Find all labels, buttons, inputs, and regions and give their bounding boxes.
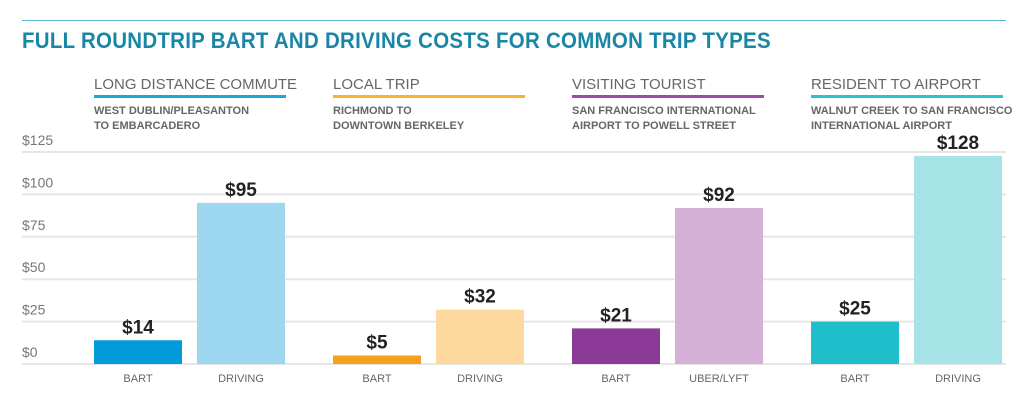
y-tick-label: $100 bbox=[22, 174, 53, 190]
y-tick-label: $0 bbox=[22, 344, 38, 360]
data-label: $5 bbox=[366, 333, 388, 354]
x-tick-label: DRIVING bbox=[935, 373, 981, 385]
group-subtitle: WEST DUBLIN/PLEASANTON TO EMBARCADERO bbox=[94, 105, 250, 132]
group-title: VISITING TOURIST bbox=[572, 76, 764, 98]
group-subtitle: WALNUT CREEK TO SAN FRANCISCO INTERNATIO… bbox=[811, 105, 1013, 132]
top-rule bbox=[22, 20, 1006, 21]
bar-bart bbox=[333, 355, 421, 364]
bar-driving bbox=[197, 202, 285, 364]
x-tick-label: BART bbox=[362, 373, 391, 385]
bar-uber-lyft bbox=[675, 207, 763, 364]
group-title: LOCAL TRIP bbox=[333, 76, 525, 98]
x-tick-label: DRIVING bbox=[218, 373, 264, 385]
data-label: $95 bbox=[225, 180, 257, 201]
bar-bart bbox=[94, 340, 182, 364]
group-subtitle: RICHMOND TO DOWNTOWN BERKELEY bbox=[333, 105, 465, 132]
x-tick-label: BART bbox=[123, 373, 152, 385]
data-label: $21 bbox=[600, 305, 632, 326]
x-tick-label: BART bbox=[840, 373, 869, 385]
group-title: LONG DISTANCE COMMUTE bbox=[94, 76, 297, 98]
y-tick-label: $75 bbox=[22, 217, 46, 233]
bar-driving bbox=[436, 309, 524, 364]
x-tick-label: BART bbox=[601, 373, 630, 385]
data-label: $25 bbox=[839, 299, 871, 320]
y-tick-label: $50 bbox=[22, 259, 46, 275]
bar-bart bbox=[572, 328, 660, 364]
chart-title: FULL ROUNDTRIP BART AND DRIVING COSTS FO… bbox=[22, 28, 771, 53]
data-label: $128 bbox=[937, 133, 979, 154]
y-tick-label: $125 bbox=[22, 132, 53, 148]
group-title: RESIDENT TO AIRPORT bbox=[811, 76, 1003, 98]
bar-bart bbox=[811, 321, 899, 364]
x-tick-label: DRIVING bbox=[457, 373, 503, 385]
bar-driving bbox=[914, 156, 1002, 364]
group-subtitle: SAN FRANCISCO INTERNATIONAL AIRPORT TO P… bbox=[572, 105, 756, 132]
data-label: $14 bbox=[122, 317, 154, 338]
y-tick-label: $25 bbox=[22, 302, 46, 318]
data-label: $32 bbox=[464, 287, 496, 308]
x-tick-label: UBER/LYFT bbox=[689, 373, 749, 385]
data-label: $92 bbox=[703, 185, 735, 206]
